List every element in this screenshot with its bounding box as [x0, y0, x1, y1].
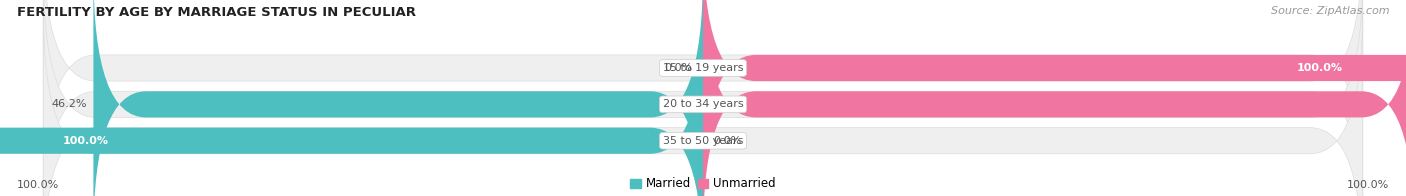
- FancyBboxPatch shape: [703, 0, 1406, 196]
- FancyBboxPatch shape: [93, 0, 703, 196]
- Legend: Married, Unmarried: Married, Unmarried: [626, 172, 780, 195]
- Text: 35 to 50 years: 35 to 50 years: [662, 136, 744, 146]
- Text: 15 to 19 years: 15 to 19 years: [662, 63, 744, 73]
- FancyBboxPatch shape: [44, 0, 1362, 196]
- Text: 100.0%: 100.0%: [1296, 63, 1343, 73]
- Text: 100.0%: 100.0%: [63, 136, 110, 146]
- FancyBboxPatch shape: [44, 0, 1362, 196]
- Text: 20 to 34 years: 20 to 34 years: [662, 99, 744, 109]
- Text: 100.0%: 100.0%: [1347, 180, 1389, 190]
- Text: 46.2%: 46.2%: [51, 99, 87, 109]
- Text: 0.0%: 0.0%: [664, 63, 692, 73]
- FancyBboxPatch shape: [703, 0, 1406, 196]
- FancyBboxPatch shape: [44, 8, 1362, 196]
- FancyBboxPatch shape: [0, 8, 703, 196]
- Text: FERTILITY BY AGE BY MARRIAGE STATUS IN PECULIAR: FERTILITY BY AGE BY MARRIAGE STATUS IN P…: [17, 6, 416, 19]
- Text: Source: ZipAtlas.com: Source: ZipAtlas.com: [1271, 6, 1389, 16]
- Text: 100.0%: 100.0%: [17, 180, 59, 190]
- Text: 0.0%: 0.0%: [714, 136, 742, 146]
